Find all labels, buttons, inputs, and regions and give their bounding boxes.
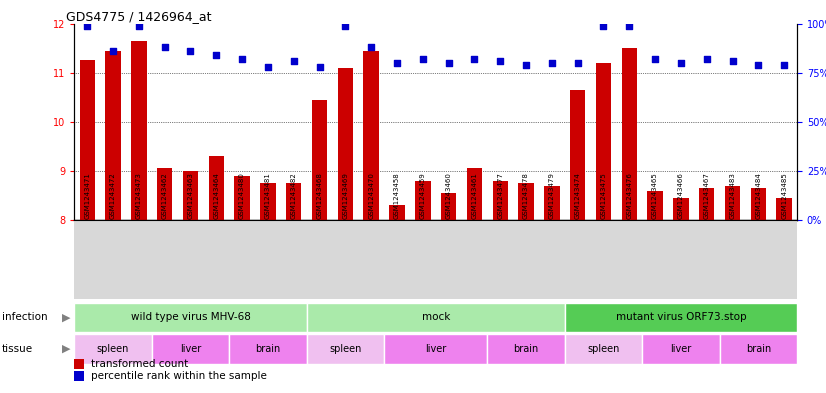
Bar [621,48,637,220]
Bar [235,176,249,220]
Bar [648,191,662,220]
Text: liver: liver [671,344,691,354]
Bar [544,186,559,220]
Bar [699,188,714,220]
Text: brain: brain [514,344,539,354]
Text: mock: mock [421,312,450,322]
Point [81,22,94,29]
Text: tissue: tissue [2,343,33,354]
Point [777,62,790,68]
Point [184,48,197,54]
Point [571,60,584,66]
Bar [570,90,586,220]
Bar [106,51,121,220]
Text: percentile rank within the sample: percentile rank within the sample [91,371,267,381]
Text: wild type virus MHV-68: wild type virus MHV-68 [131,312,250,322]
Bar [776,198,792,220]
Point [339,22,352,29]
Bar [643,334,719,364]
Bar [415,181,430,220]
Point [364,44,377,50]
Bar [260,183,276,220]
Point [210,52,223,58]
Point [287,58,301,64]
Point [494,58,507,64]
Point [520,62,533,68]
Bar [152,334,229,364]
Bar [306,303,565,332]
Point [700,56,714,62]
Bar [306,334,384,364]
Bar [183,171,198,220]
Bar [74,334,152,364]
Text: infection: infection [2,312,47,322]
Bar [487,334,565,364]
Bar [724,186,740,220]
Point [261,64,274,70]
Point [132,22,145,29]
Text: mutant virus ORF73.stop: mutant virus ORF73.stop [615,312,746,322]
Text: liver: liver [425,344,446,354]
Bar [74,303,306,332]
Text: transformed count: transformed count [91,359,188,369]
Bar [229,334,306,364]
Point [313,64,326,70]
Point [623,22,636,29]
Bar [565,334,643,364]
Point [726,58,739,64]
Point [674,60,687,66]
Bar [384,334,487,364]
Point [391,60,404,66]
Text: brain: brain [746,344,771,354]
Bar [79,61,95,220]
Bar [751,188,766,220]
Bar [208,156,224,220]
Text: ▶: ▶ [62,343,70,354]
Bar [389,205,405,220]
Text: spleen: spleen [330,344,362,354]
Text: spleen: spleen [97,344,129,354]
Text: GDS4775 / 1426964_at: GDS4775 / 1426964_at [66,10,211,23]
Bar [492,181,508,220]
Point [597,22,610,29]
Bar [565,303,797,332]
Point [107,48,120,54]
Bar [286,183,301,220]
Bar [673,198,689,220]
Point [545,60,558,66]
Bar [338,68,353,220]
Point [468,56,481,62]
Point [752,62,765,68]
Point [416,56,430,62]
Bar [719,334,797,364]
Point [442,60,455,66]
Text: ▶: ▶ [62,312,70,322]
Text: spleen: spleen [587,344,620,354]
Bar [596,63,611,220]
Point [235,56,249,62]
Point [158,44,171,50]
Bar [518,183,534,220]
Text: brain: brain [255,344,281,354]
Bar [157,169,173,220]
Text: liver: liver [180,344,201,354]
Bar [363,51,379,220]
Bar [311,100,327,220]
Bar [467,169,482,220]
Bar [441,193,456,220]
Bar [131,41,147,220]
Point [648,56,662,62]
